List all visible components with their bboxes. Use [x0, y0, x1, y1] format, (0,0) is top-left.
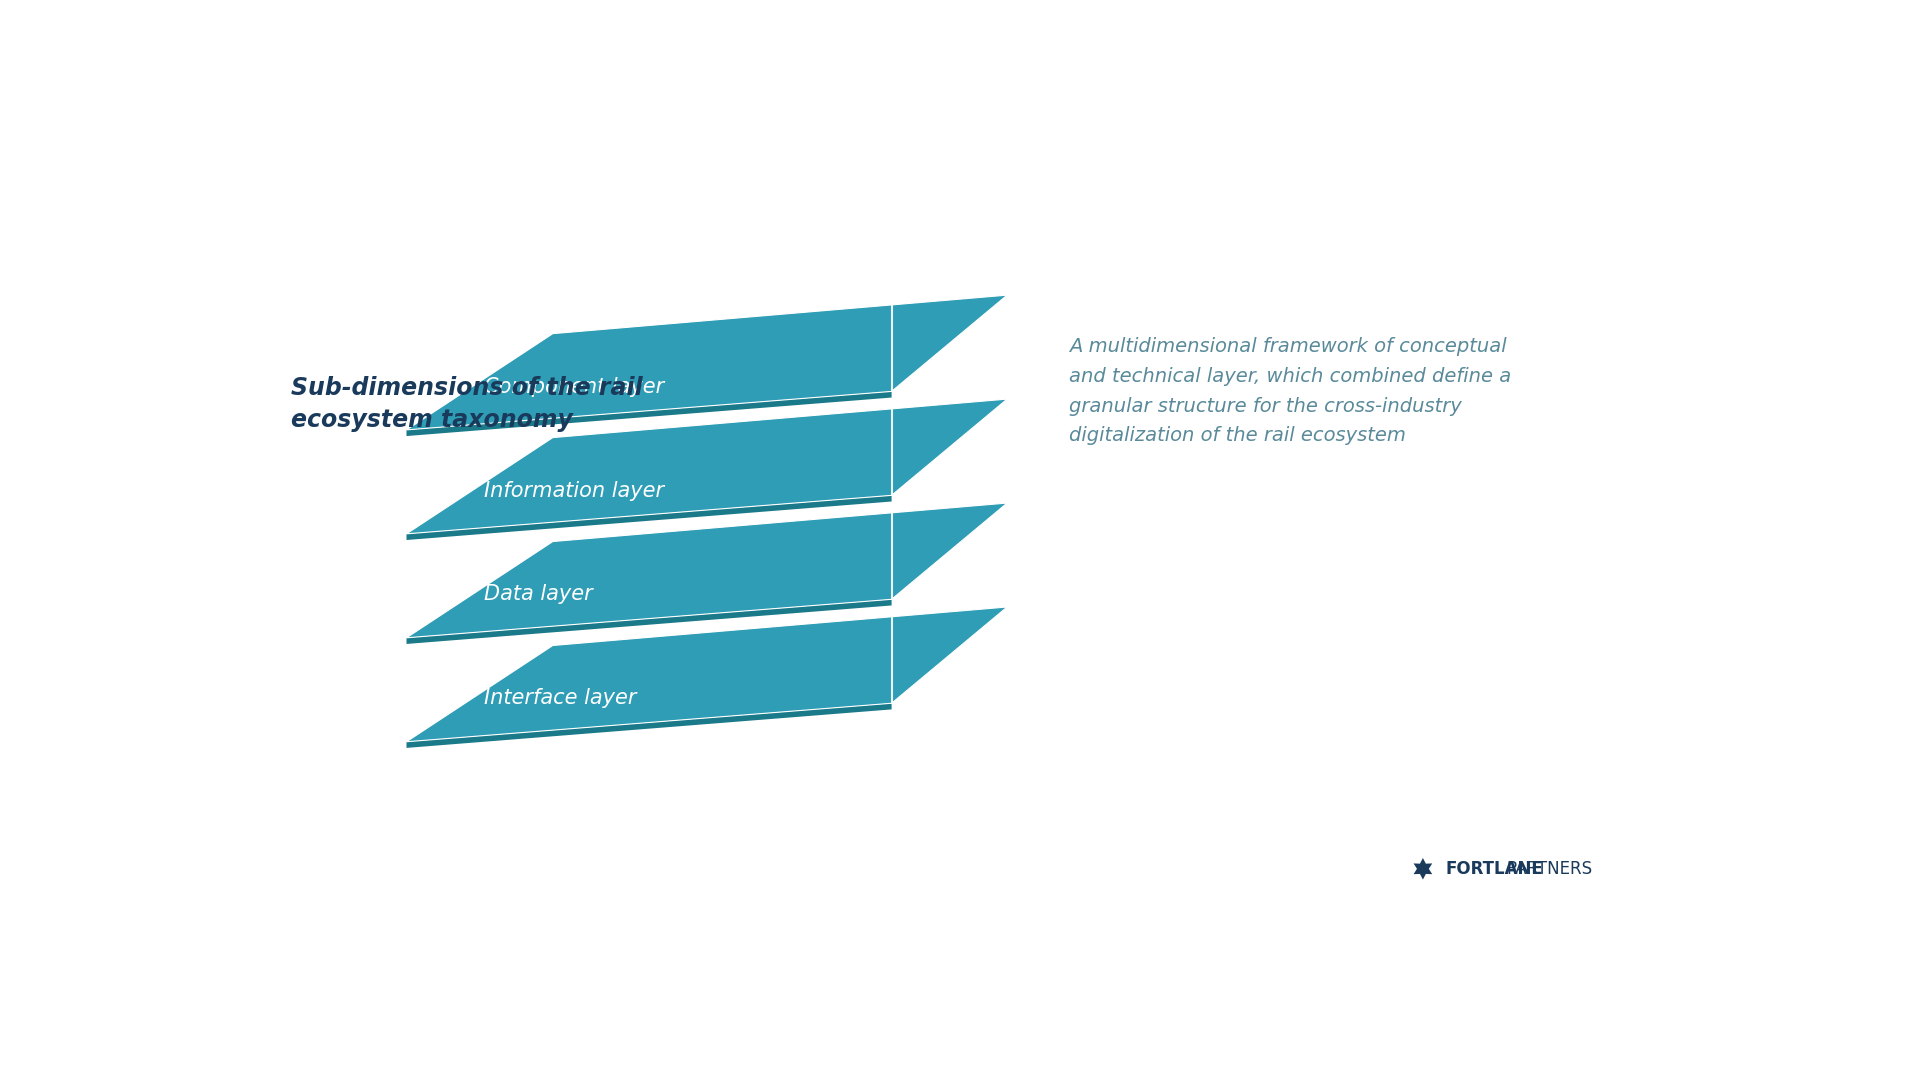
Text: A multidimensional framework of conceptual
and technical layer, which combined d: A multidimensional framework of conceptu… — [1069, 337, 1511, 445]
Polygon shape — [407, 391, 891, 436]
Text: PARTNERS: PARTNERS — [1505, 860, 1592, 878]
Polygon shape — [407, 599, 891, 644]
Polygon shape — [407, 503, 1008, 638]
Polygon shape — [407, 607, 1008, 742]
Text: Information layer: Information layer — [484, 481, 664, 500]
Text: Interface layer: Interface layer — [484, 688, 636, 708]
Text: FORTLANE: FORTLANE — [1446, 860, 1544, 878]
Text: Component layer: Component layer — [484, 377, 664, 396]
Text: Sub-dimensions of the rail
ecosystem taxonomy: Sub-dimensions of the rail ecosystem tax… — [292, 376, 643, 432]
Polygon shape — [407, 703, 891, 748]
Polygon shape — [407, 400, 1008, 534]
Polygon shape — [407, 295, 1008, 430]
Text: Data layer: Data layer — [484, 584, 591, 605]
Polygon shape — [407, 496, 891, 540]
Polygon shape — [1413, 858, 1432, 879]
